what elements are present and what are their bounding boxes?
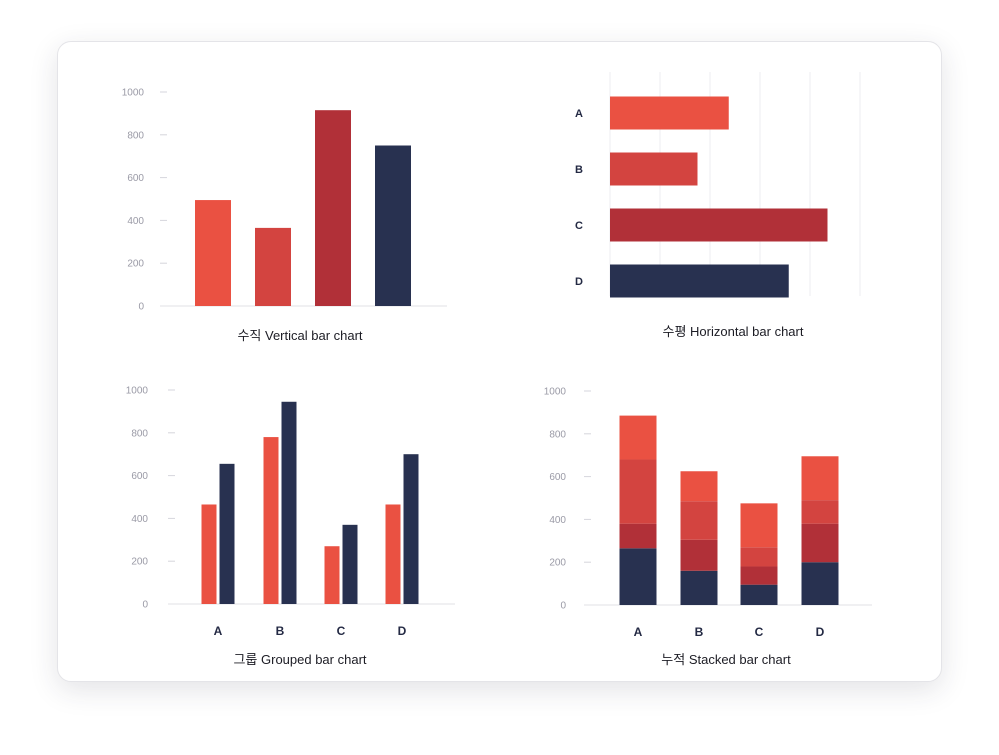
grouped-bar-2-1	[342, 524, 358, 604]
y-tick-label-2-3: 600	[131, 471, 148, 482]
horizontal-bar-2	[610, 208, 828, 242]
stacked-segment-2-2	[740, 547, 778, 567]
grouped-bar-0-1	[219, 463, 235, 604]
stacked-segment-0-3	[619, 415, 657, 460]
y-tick-label-3-1: 200	[549, 558, 566, 569]
grouped-bar-3-1	[403, 454, 419, 604]
y-tick-label-0-5: 1000	[122, 88, 145, 99]
horizontal-bar-3	[610, 264, 789, 298]
vertical-bar-3	[375, 145, 411, 306]
vertical-bar-0	[195, 200, 231, 306]
grouped-bar-0-0	[201, 504, 217, 604]
grouped-bar-3-0	[385, 504, 401, 604]
h-category-label-0: A	[575, 108, 583, 120]
grouped-bar-2-0	[324, 546, 340, 604]
stacked-segment-3-3	[801, 456, 839, 501]
stacked-category-label-0: A	[634, 625, 643, 639]
stacked-category-label-1: B	[695, 625, 704, 639]
stacked-segment-1-1	[680, 539, 718, 571]
stacked-segment-2-1	[740, 566, 778, 585]
y-tick-label-2-5: 1000	[126, 386, 149, 397]
horizontal-chart-title: 수평 Horizontal bar chart	[663, 324, 804, 339]
grouped-category-label-1: B	[276, 624, 285, 638]
grouped-bar-1-1	[281, 401, 297, 604]
y-tick-label-0-4: 800	[127, 130, 144, 141]
grouped-chart-title: 그룹 Grouped bar chart	[233, 652, 366, 667]
grouped-category-label-3: D	[398, 624, 407, 638]
stacked-segment-0-0	[619, 548, 657, 605]
y-tick-label-3-4: 800	[549, 429, 566, 440]
grouped-category-label-0: A	[214, 624, 223, 638]
vertical-bar-1	[255, 227, 291, 306]
y-tick-label-2-0: 0	[142, 600, 148, 611]
stacked-segment-1-2	[680, 501, 718, 540]
y-tick-label-0-1: 200	[127, 259, 144, 270]
stacked-category-label-3: D	[816, 625, 825, 639]
stacked-category-label-2: C	[755, 625, 764, 639]
y-tick-label-2-4: 800	[131, 428, 148, 439]
y-tick-label-2-2: 400	[131, 514, 148, 525]
stacked-segment-0-1	[619, 523, 657, 549]
h-category-label-3: D	[575, 276, 583, 288]
y-tick-label-3-5: 1000	[544, 387, 567, 398]
y-tick-label-2-1: 200	[131, 557, 148, 568]
stacked-segment-1-3	[680, 471, 718, 502]
stacked-segment-1-0	[680, 570, 718, 605]
y-tick-label-0-0: 0	[138, 302, 144, 313]
stacked-segment-2-0	[740, 584, 778, 605]
horizontal-bar-0	[610, 96, 729, 130]
y-tick-label-3-3: 600	[549, 472, 566, 483]
stacked-segment-3-1	[801, 523, 839, 563]
y-tick-label-0-3: 600	[127, 173, 144, 184]
y-tick-label-0-2: 400	[127, 216, 144, 227]
h-category-label-2: C	[575, 220, 583, 232]
stacked-chart-title: 누적 Stacked bar chart	[661, 652, 791, 667]
stacked-segment-3-0	[801, 562, 839, 605]
stacked-segment-0-2	[619, 459, 657, 524]
y-tick-label-3-2: 400	[549, 515, 566, 526]
stacked-segment-3-2	[801, 500, 839, 524]
y-tick-label-3-0: 0	[560, 601, 566, 612]
vertical-chart-title: 수직 Vertical bar chart	[237, 328, 362, 343]
stacked-segment-2-3	[740, 503, 778, 548]
grouped-bar-1-0	[263, 437, 279, 604]
grouped-category-label-2: C	[337, 624, 346, 638]
horizontal-bar-1	[610, 152, 698, 186]
vertical-bar-2	[315, 110, 351, 306]
h-category-label-1: B	[575, 164, 583, 176]
